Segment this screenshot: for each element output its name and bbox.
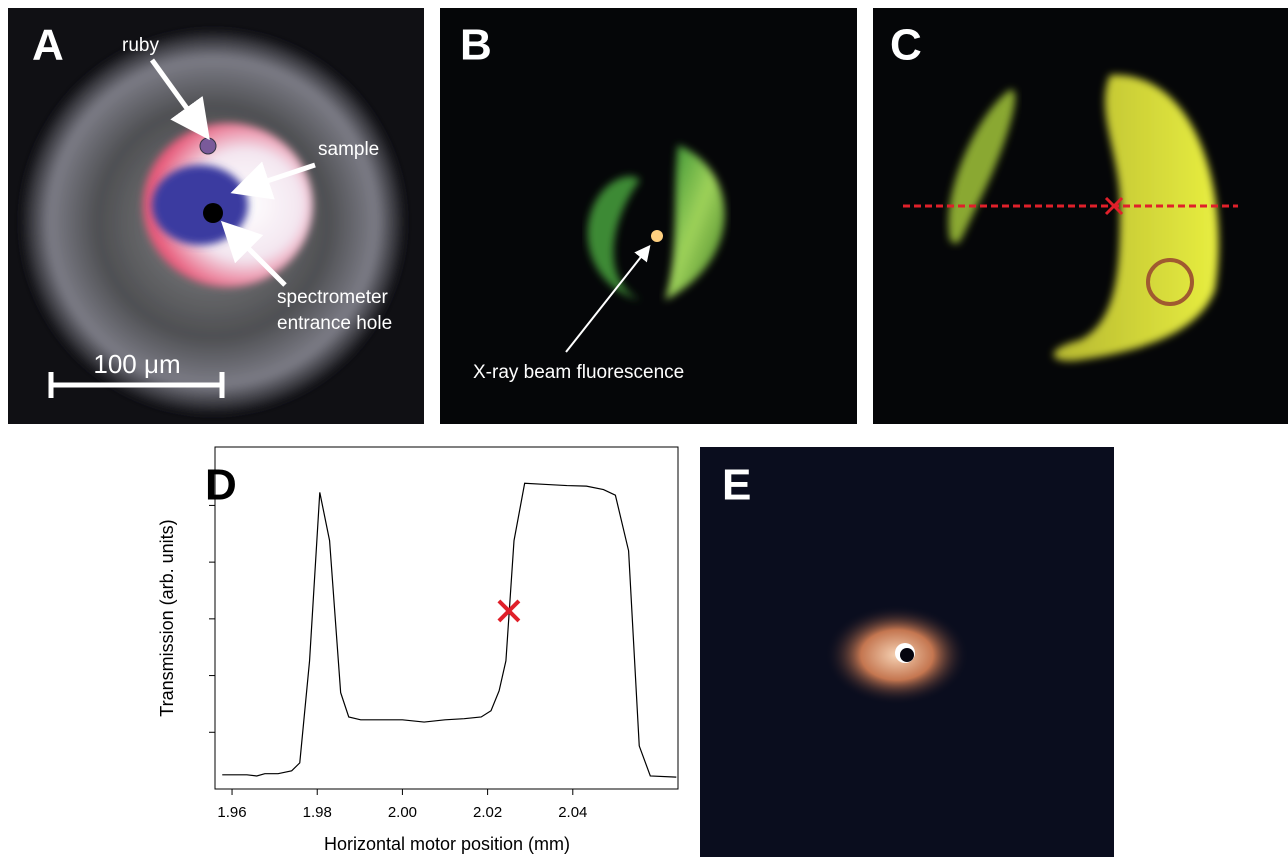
panel-c: C xyxy=(873,8,1288,424)
plot-frame xyxy=(215,447,678,789)
panel-label: B xyxy=(460,21,492,70)
panel-e: E xyxy=(700,447,1114,857)
panel-b: B X-ray beam fluorescence xyxy=(440,8,857,424)
panel-a: A ruby sample spectrometer entrance hole… xyxy=(8,8,424,424)
panel-label: C xyxy=(890,21,922,70)
hole xyxy=(203,203,223,223)
x-tick-label: 1.96 xyxy=(217,804,246,821)
annotation: entrance hole xyxy=(277,313,392,334)
figure: A ruby sample spectrometer entrance hole… xyxy=(0,0,1288,857)
ruby-spot xyxy=(200,138,216,154)
panel-label: E xyxy=(722,461,751,510)
x-axis-label: Horizontal motor position (mm) xyxy=(324,834,570,854)
x-tick-label: 2.02 xyxy=(473,804,502,821)
photo-c xyxy=(873,8,1288,424)
x-tick-label: 2.00 xyxy=(388,804,417,821)
scale-label: 100 μm xyxy=(93,349,180,379)
annotation: sample xyxy=(318,139,379,160)
x-tick-label: 1.98 xyxy=(303,804,332,821)
hole xyxy=(900,648,914,662)
annotation: ruby xyxy=(122,35,159,56)
panel-d: D Horizontal motor position (mm) Transmi… xyxy=(157,447,678,854)
annotation: X-ray beam fluorescence xyxy=(473,362,684,383)
panel-label: A xyxy=(32,21,64,70)
annotation: spectrometer xyxy=(277,287,389,308)
beam-spot xyxy=(651,230,663,242)
x-tick-label: 2.04 xyxy=(558,804,587,821)
y-axis-label: Transmission (arb. units) xyxy=(157,519,177,716)
panel-label: D xyxy=(205,461,237,510)
